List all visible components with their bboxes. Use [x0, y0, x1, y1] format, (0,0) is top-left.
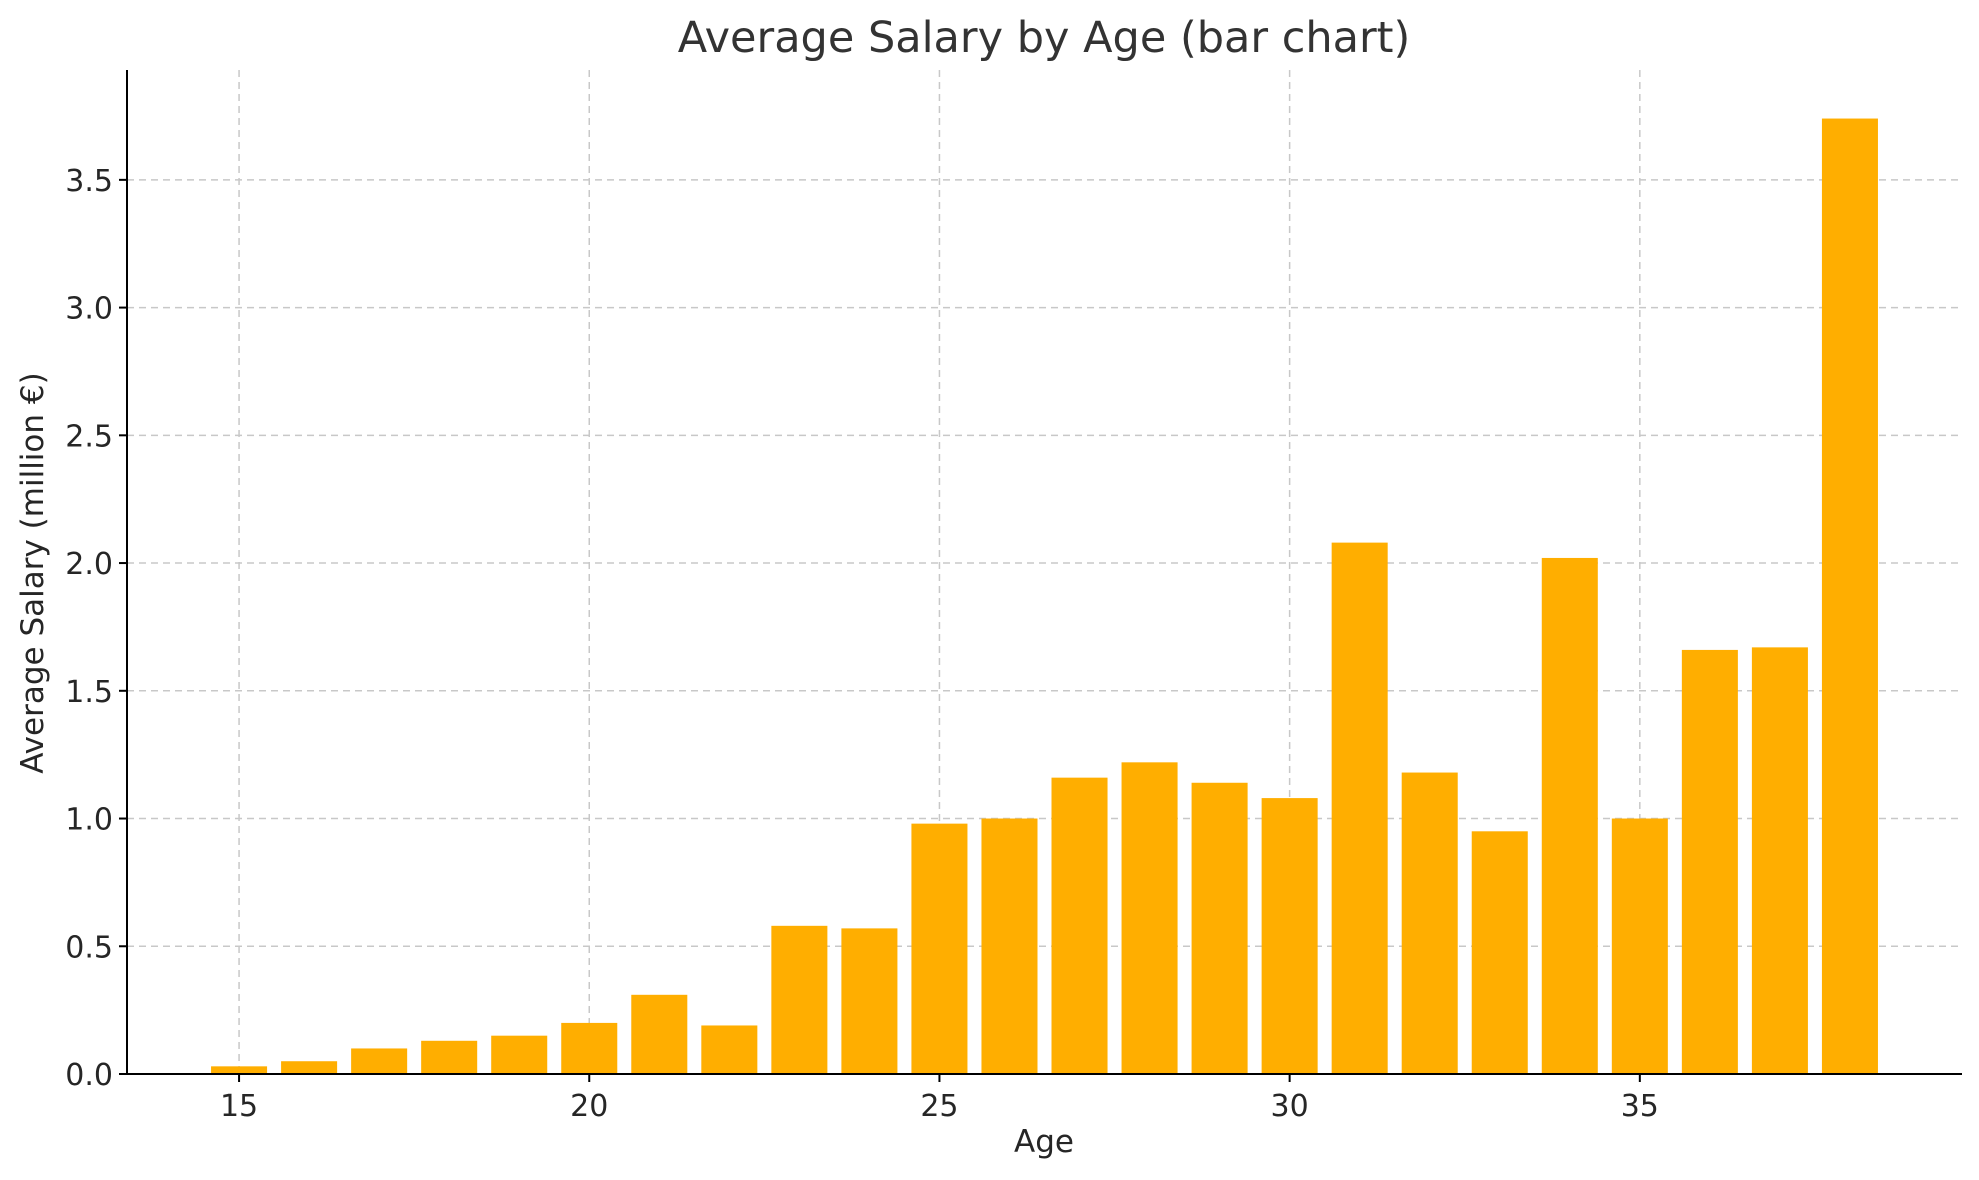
bar-age-17	[351, 1048, 408, 1074]
bar-age-15	[211, 1066, 268, 1074]
bar-age-20	[561, 1022, 618, 1074]
axes	[126, 70, 1962, 1075]
bar-age-38	[1821, 118, 1878, 1075]
y-axis-title: Average Salary (million €)	[15, 372, 51, 773]
bar-age-30	[1261, 798, 1318, 1074]
bar-age-35	[1611, 818, 1668, 1074]
bar-age-21	[631, 994, 688, 1074]
x-tick-label: 30	[1271, 1089, 1309, 1124]
bar-age-33	[1471, 831, 1528, 1074]
y-tick-label: 3.5	[65, 164, 113, 199]
y-tick-label: 1.0	[65, 803, 113, 838]
bar-age-24	[841, 928, 898, 1074]
bar-age-16	[281, 1061, 338, 1074]
x-tick-label: 20	[570, 1089, 608, 1124]
bar-age-36	[1681, 649, 1738, 1074]
bar-age-26	[981, 818, 1038, 1074]
y-tick-label: 1.5	[65, 675, 113, 710]
bar-age-29	[1191, 782, 1248, 1074]
y-tick-label: 2.5	[65, 419, 113, 454]
x-tick-label: 35	[1621, 1089, 1659, 1124]
bar-age-18	[421, 1040, 478, 1074]
bar-age-23	[771, 925, 828, 1074]
x-tick-label: 25	[920, 1089, 958, 1124]
ticks: 15 20 25 30 35 0.0 0.5 1.0 1.5 2.0 2.5 3.0 3.5	[65, 164, 1659, 1124]
y-tick-label: 0.0	[65, 1058, 113, 1093]
bar-age-31	[1331, 542, 1388, 1074]
bar-age-37	[1751, 647, 1808, 1074]
x-axis-title: Age	[1014, 1124, 1074, 1160]
bar-age-32	[1401, 772, 1458, 1074]
x-tick-label: 15	[220, 1089, 258, 1124]
y-tick-label: 2.0	[65, 547, 113, 582]
bar-age-28	[1121, 762, 1178, 1074]
chart-title: Average Salary by Age (bar chart)	[678, 13, 1411, 63]
bar-age-25	[911, 823, 968, 1074]
bar-age-19	[491, 1035, 548, 1074]
grid-lines	[127, 70, 1962, 1074]
bars	[211, 118, 1878, 1075]
bar-age-22	[701, 1025, 758, 1074]
y-tick-label: 0.5	[65, 930, 113, 965]
bar-age-27	[1051, 777, 1108, 1074]
y-tick-label: 3.0	[65, 292, 113, 327]
bar-age-34	[1541, 557, 1598, 1074]
